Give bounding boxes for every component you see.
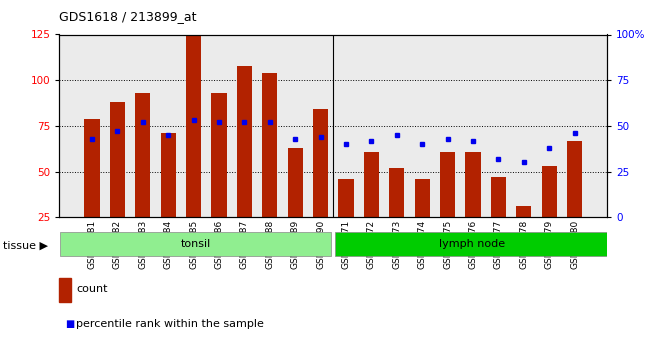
Bar (516, 206, 531, 263)
Text: ■: ■ (65, 319, 75, 329)
Bar (440, 151, 455, 263)
Text: count: count (76, 284, 108, 294)
Bar (313, 109, 328, 263)
Bar (84, 119, 100, 263)
Text: percentile rank within the sample: percentile rank within the sample (76, 319, 264, 329)
Text: tonsil: tonsil (182, 239, 211, 248)
Bar (288, 148, 303, 263)
Bar (135, 93, 150, 263)
Bar (491, 177, 506, 263)
Bar (339, 179, 354, 263)
Bar (414, 179, 430, 263)
Bar (465, 151, 480, 263)
Text: GDS1618 / 213899_at: GDS1618 / 213899_at (59, 10, 197, 23)
Bar (542, 166, 557, 263)
Bar (389, 168, 405, 263)
Bar (186, 34, 201, 263)
Text: tissue ▶: tissue ▶ (3, 241, 48, 251)
Bar (364, 151, 379, 263)
Text: lymph node: lymph node (438, 239, 505, 248)
FancyBboxPatch shape (335, 233, 607, 256)
Bar (262, 73, 277, 263)
Bar (211, 93, 226, 263)
Bar (110, 102, 125, 263)
Bar (567, 140, 582, 263)
Bar (160, 133, 176, 263)
FancyBboxPatch shape (60, 233, 331, 256)
Bar (237, 66, 252, 263)
